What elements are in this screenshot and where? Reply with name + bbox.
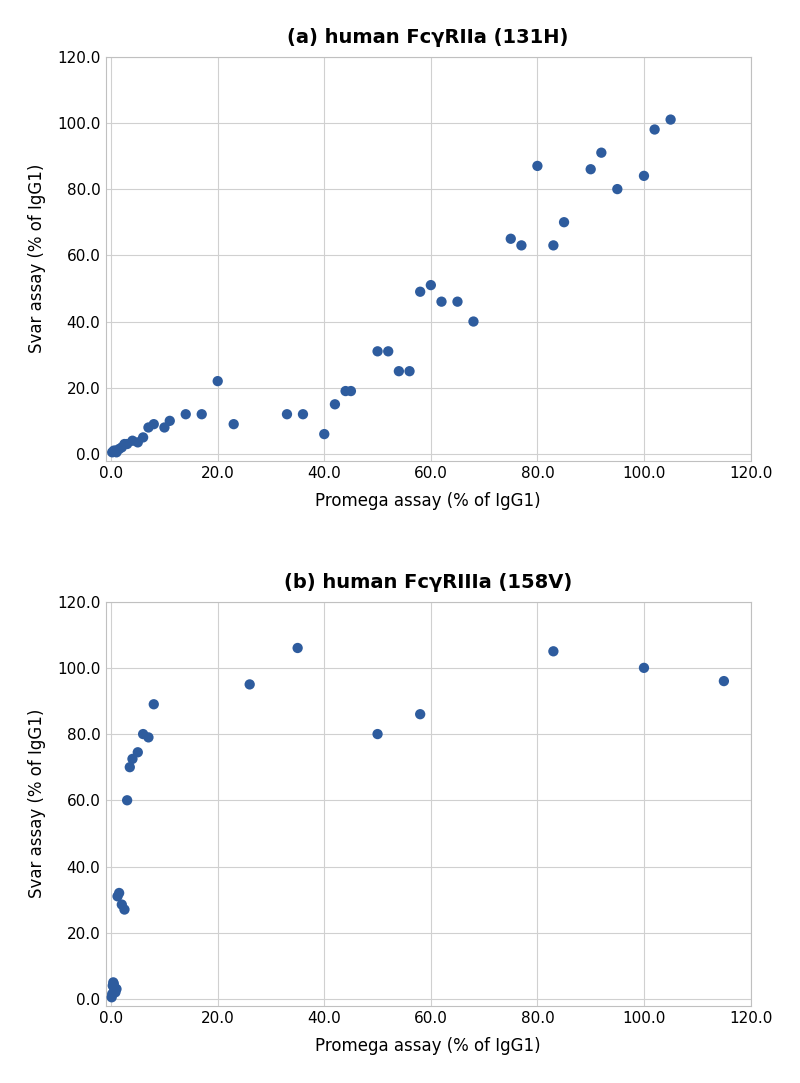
- Point: [142, 729, 155, 746]
- Point: [115, 439, 128, 456]
- Point: [435, 293, 448, 311]
- Point: [638, 660, 650, 677]
- Point: [638, 167, 650, 184]
- Point: [382, 342, 394, 360]
- Point: [115, 896, 128, 913]
- Point: [547, 642, 560, 660]
- Point: [106, 989, 118, 1006]
- Point: [106, 986, 118, 1003]
- Point: [403, 363, 416, 380]
- Point: [547, 237, 560, 255]
- Point: [425, 276, 438, 293]
- Point: [179, 405, 192, 422]
- Point: [121, 435, 134, 453]
- Point: [329, 395, 342, 413]
- Point: [107, 976, 120, 993]
- Point: [595, 144, 608, 161]
- Point: [126, 751, 139, 768]
- Point: [504, 230, 517, 247]
- Point: [137, 726, 150, 743]
- Point: [110, 980, 123, 997]
- Point: [318, 426, 330, 443]
- Point: [371, 342, 384, 360]
- Point: [147, 416, 160, 433]
- Point: [281, 405, 294, 422]
- Point: [211, 373, 224, 390]
- Point: [107, 442, 120, 459]
- Point: [451, 293, 464, 311]
- Point: [339, 382, 352, 400]
- Point: [414, 705, 426, 722]
- Point: [371, 726, 384, 743]
- Point: [106, 977, 119, 994]
- Title: (b) human FcγRIIIa (158V): (b) human FcγRIIIa (158V): [284, 573, 572, 591]
- Point: [195, 405, 208, 422]
- Point: [531, 157, 544, 174]
- Point: [110, 444, 123, 461]
- Point: [118, 435, 131, 453]
- Point: [648, 121, 661, 139]
- X-axis label: Promega assay (% of IgG1): Promega assay (% of IgG1): [315, 493, 541, 510]
- Point: [111, 888, 124, 905]
- Point: [414, 283, 426, 300]
- X-axis label: Promega assay (% of IgG1): Promega assay (% of IgG1): [315, 1038, 541, 1055]
- Point: [291, 639, 304, 656]
- Point: [118, 901, 131, 918]
- Point: [584, 160, 597, 178]
- Point: [227, 416, 240, 433]
- Point: [297, 405, 310, 422]
- Point: [131, 433, 144, 451]
- Point: [345, 382, 358, 400]
- Point: [243, 676, 256, 693]
- Point: [109, 983, 122, 1001]
- Y-axis label: Svar assay (% of IgG1): Svar assay (% of IgG1): [28, 709, 46, 898]
- Point: [142, 419, 155, 436]
- Point: [137, 429, 150, 446]
- Point: [611, 181, 624, 198]
- Point: [126, 432, 139, 449]
- Point: [108, 980, 121, 997]
- Point: [131, 744, 144, 761]
- Point: [664, 110, 677, 128]
- Point: [558, 213, 570, 231]
- Title: (a) human FcγRIIa (131H): (a) human FcγRIIa (131H): [287, 28, 569, 47]
- Point: [106, 444, 118, 461]
- Point: [163, 413, 176, 430]
- Point: [718, 673, 730, 690]
- Point: [393, 363, 406, 380]
- Point: [121, 792, 134, 809]
- Y-axis label: Svar assay (% of IgG1): Svar assay (% of IgG1): [28, 164, 46, 353]
- Point: [147, 695, 160, 713]
- Point: [109, 442, 122, 459]
- Point: [158, 419, 171, 436]
- Point: [515, 237, 528, 255]
- Point: [113, 885, 126, 902]
- Point: [107, 974, 120, 991]
- Point: [113, 441, 126, 458]
- Point: [467, 313, 480, 330]
- Point: [123, 758, 136, 775]
